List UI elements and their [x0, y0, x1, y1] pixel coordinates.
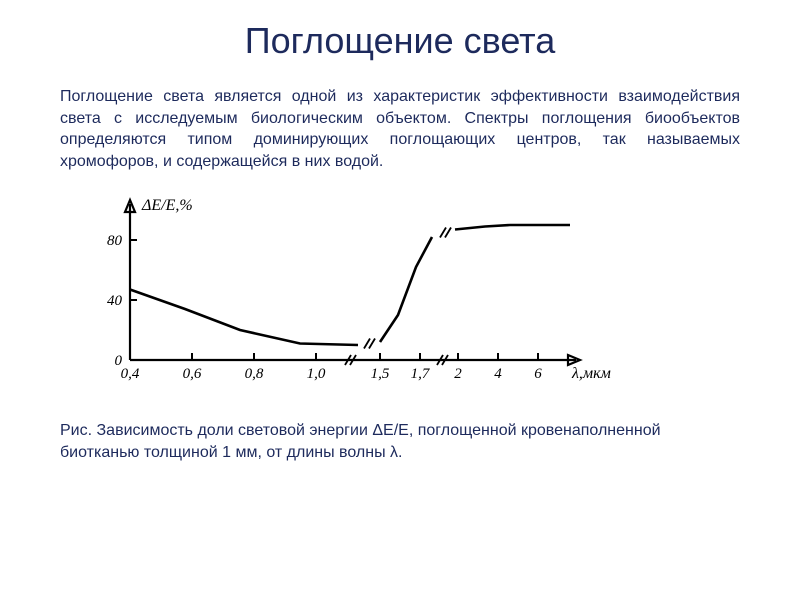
- svg-text:6: 6: [534, 366, 542, 382]
- absorption-chart: 04080ΔE/E,%0,40,60,81,01,51,7246λ,мкм: [80, 190, 640, 410]
- page-title: Поглощение света: [60, 20, 740, 62]
- svg-text:λ,мкм: λ,мкм: [571, 365, 611, 382]
- svg-text:0,4: 0,4: [121, 366, 140, 382]
- svg-text:0,8: 0,8: [245, 366, 264, 382]
- slide: Поглощение света Поглощение света являет…: [0, 0, 800, 600]
- svg-text:40: 40: [107, 293, 123, 309]
- svg-text:ΔE/E,%: ΔE/E,%: [141, 197, 193, 214]
- svg-text:1,7: 1,7: [411, 366, 431, 382]
- svg-text:80: 80: [107, 233, 123, 249]
- svg-text:4: 4: [494, 366, 502, 382]
- svg-text:0,6: 0,6: [183, 366, 202, 382]
- figure-caption: Рис. Зависимость доли световой энергии Δ…: [60, 420, 740, 463]
- svg-text:2: 2: [454, 366, 462, 382]
- svg-text:1,0: 1,0: [307, 366, 326, 382]
- svg-text:1,5: 1,5: [371, 366, 390, 382]
- body-paragraph: Поглощение света является одной из харак…: [60, 86, 740, 172]
